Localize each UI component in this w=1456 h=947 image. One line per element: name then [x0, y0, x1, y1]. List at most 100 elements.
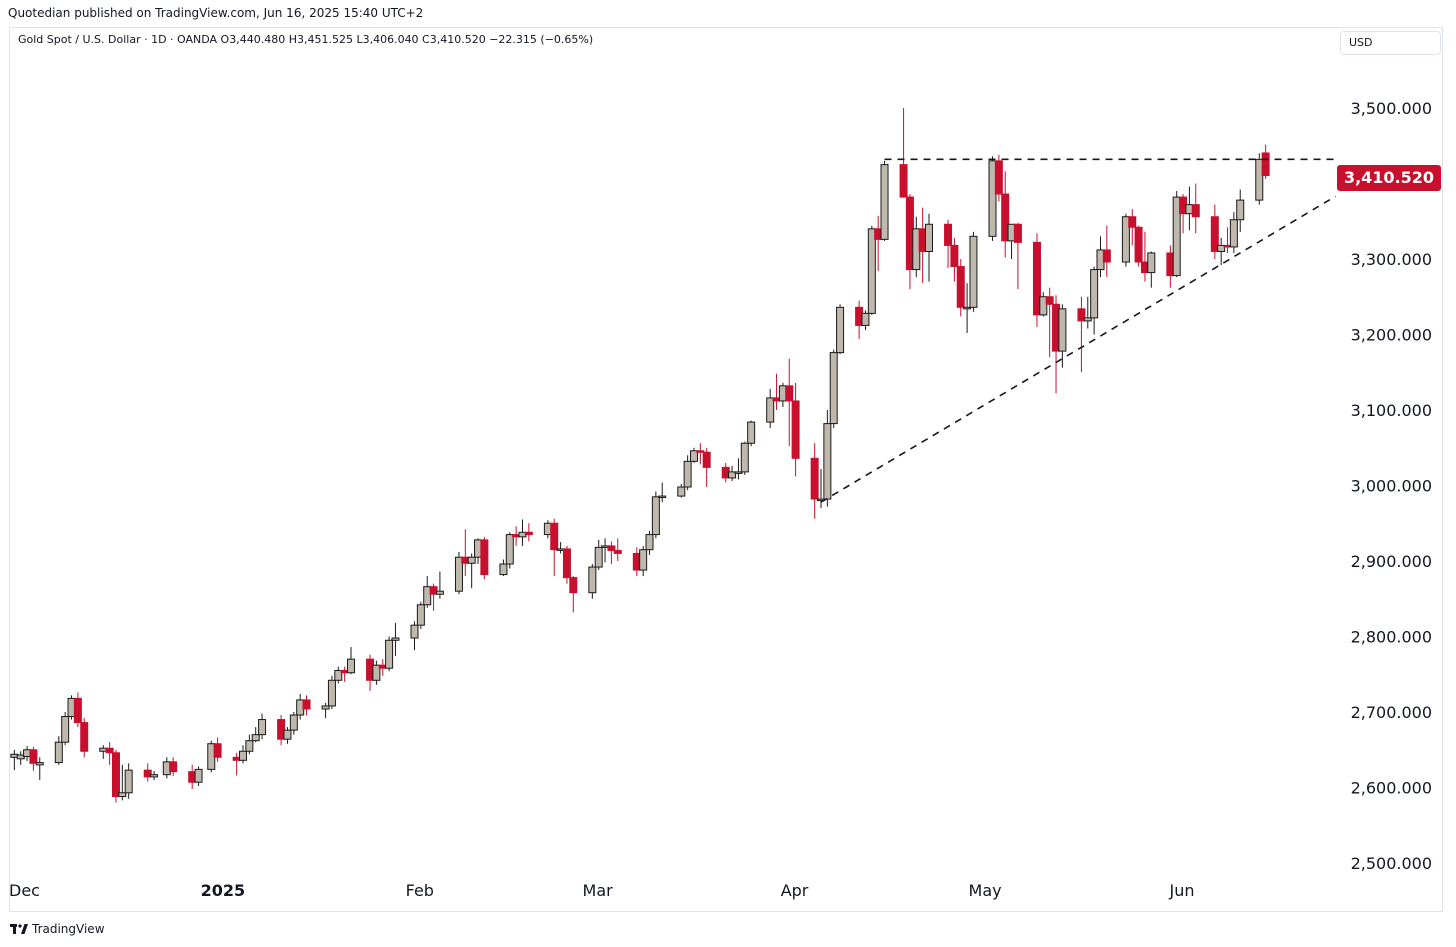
footer-brand[interactable]: TradingView [10, 922, 105, 936]
candle [391, 622, 400, 657]
candle-body [416, 604, 425, 626]
y-tick-label: 3,100.000 [1351, 401, 1432, 420]
candle [410, 621, 419, 651]
tradingview-logo-icon [10, 924, 28, 934]
candle [423, 576, 432, 608]
candle [1121, 213, 1130, 267]
candle [239, 745, 248, 764]
candle [747, 420, 756, 447]
support-trendline [820, 195, 1336, 503]
candle-body [111, 752, 120, 798]
candle [10, 749, 19, 771]
candle [454, 551, 463, 595]
candle-body [734, 471, 743, 474]
candle-body [334, 669, 343, 681]
candle-body [302, 699, 311, 710]
candle [73, 692, 82, 728]
candle [467, 553, 476, 589]
candle-body [321, 705, 330, 710]
candle [1083, 296, 1092, 329]
x-tick-label: Mar [583, 881, 614, 900]
candle-body [607, 545, 616, 551]
candle [1255, 153, 1264, 205]
candle [1001, 171, 1010, 258]
candle-body [1121, 216, 1130, 263]
y-tick-label: 2,500.000 [1351, 854, 1432, 873]
candle [867, 225, 876, 315]
candle-body [410, 624, 419, 639]
candle [1210, 204, 1219, 259]
candle [607, 541, 616, 565]
candle [1102, 225, 1111, 278]
candle-body [944, 223, 953, 246]
candle-body [550, 522, 559, 551]
x-tick-label: Apr [781, 881, 809, 900]
candle-body [639, 549, 648, 571]
candle-body [105, 747, 114, 754]
candle [689, 447, 698, 463]
candle [1191, 183, 1200, 234]
y-tick-label: 3,500.000 [1351, 99, 1432, 118]
candle [734, 458, 743, 480]
y-tick-label: 2,800.000 [1351, 628, 1432, 647]
candle [702, 447, 711, 488]
candle [823, 410, 832, 507]
candle [1077, 296, 1086, 373]
candle-body [239, 750, 248, 761]
candle [963, 283, 972, 333]
candle [785, 358, 794, 447]
candle [327, 675, 336, 709]
candle-body [73, 697, 82, 724]
candle [372, 660, 381, 685]
candle-body [766, 397, 775, 423]
candle [562, 545, 571, 584]
candle [111, 749, 120, 803]
x-tick-label: Feb [406, 881, 434, 900]
candle-body [562, 548, 571, 579]
candle [505, 532, 514, 569]
candle [1045, 287, 1054, 358]
candle-body [258, 719, 267, 736]
candle-body [899, 164, 908, 198]
candle [480, 536, 489, 580]
candle [245, 734, 254, 755]
candle-body [829, 352, 838, 425]
candle-body [245, 740, 254, 752]
candle [696, 443, 705, 465]
candle-body [150, 774, 159, 778]
candle-body [810, 457, 819, 500]
candle-body [1102, 249, 1111, 263]
candle [1261, 144, 1270, 179]
candle-body [836, 306, 845, 354]
candle-body [289, 714, 298, 731]
candle-body [956, 266, 965, 308]
published-line: Quotedian published on TradingView.com, … [8, 6, 424, 20]
candle [639, 545, 648, 577]
time-axis: Dec 2025 Feb Mar Apr May Jun [9, 881, 1195, 900]
candle [429, 583, 438, 611]
y-tick-label: 3,200.000 [1351, 326, 1432, 345]
candle [728, 465, 737, 481]
candle [766, 388, 775, 429]
candle-body [988, 160, 997, 237]
candle-body [124, 769, 133, 794]
candle [302, 695, 311, 716]
x-tick-label: Jun [1169, 881, 1195, 900]
candle-body [1090, 269, 1099, 319]
last-price-tag: 3,410.520 [1337, 165, 1441, 191]
candle [1147, 251, 1156, 288]
currency-button[interactable]: USD [1340, 31, 1441, 55]
candle-body [924, 223, 933, 252]
candle-body [728, 471, 737, 479]
candle-body [385, 639, 394, 669]
candle-body [569, 577, 578, 594]
candle [658, 482, 667, 503]
candle [35, 757, 44, 780]
candle-body [61, 716, 70, 743]
candle-body [594, 546, 603, 568]
x-tick-label: Dec [9, 881, 40, 900]
candle-body [35, 762, 44, 766]
candle [169, 757, 178, 777]
footer-brand-label: TradingView [32, 922, 105, 936]
